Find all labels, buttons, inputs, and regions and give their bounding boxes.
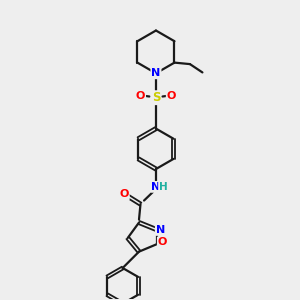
Text: O: O [167, 91, 176, 101]
Text: O: O [158, 237, 167, 248]
Text: N: N [151, 68, 160, 78]
Text: S: S [152, 91, 160, 104]
Text: N: N [151, 182, 160, 192]
Text: O: O [136, 91, 145, 101]
Text: H: H [159, 182, 168, 192]
Text: N: N [156, 225, 165, 235]
Text: O: O [119, 189, 129, 199]
